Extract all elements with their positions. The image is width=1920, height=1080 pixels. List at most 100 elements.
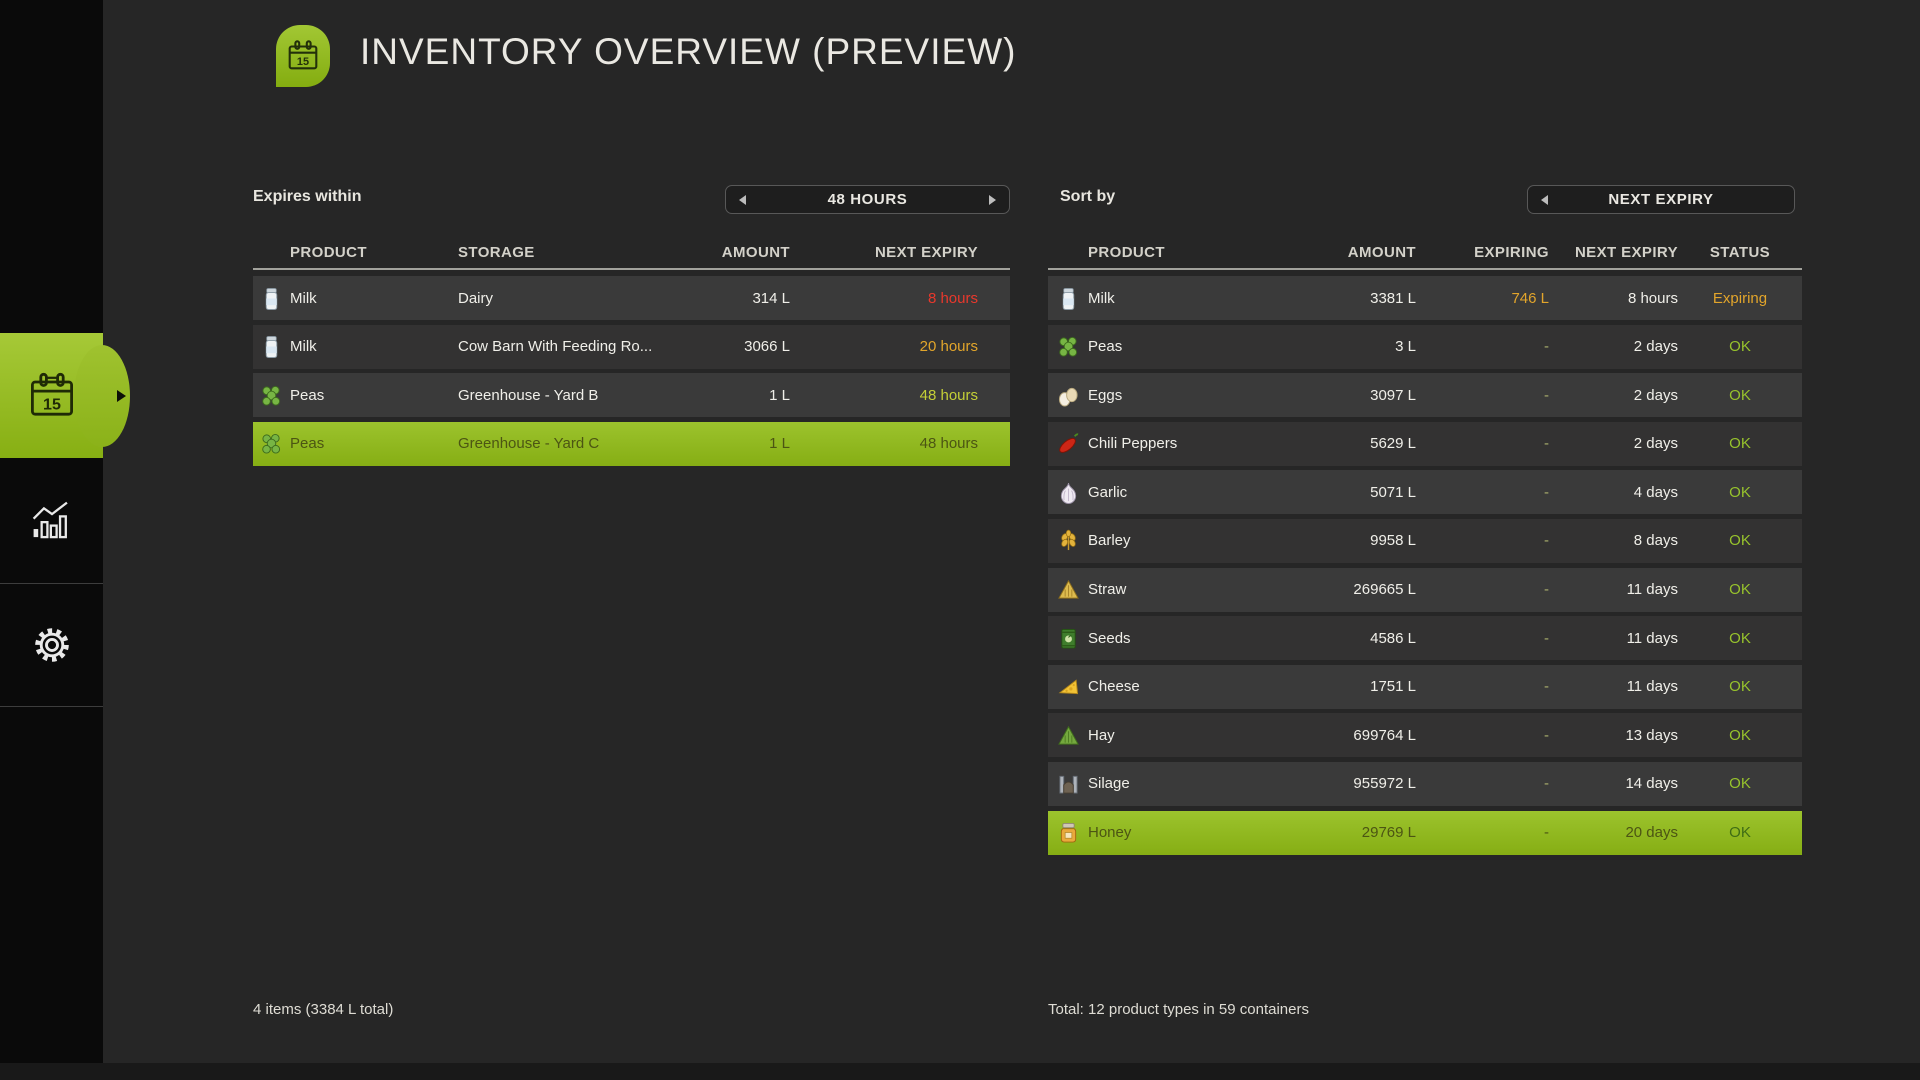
product-name: Cheese bbox=[1088, 678, 1140, 696]
expiring-value: 746 L bbox=[1511, 289, 1549, 307]
peas-icon bbox=[261, 431, 282, 456]
chevron-left-icon[interactable] bbox=[1541, 194, 1548, 205]
col-product: PRODUCT bbox=[1088, 243, 1165, 261]
table-row[interactable]: Hay 699764 L - 13 days OK bbox=[1048, 713, 1802, 758]
sidebar-divider bbox=[0, 583, 103, 584]
amount-value: 314 L bbox=[752, 289, 790, 307]
table-row[interactable]: Straw 269665 L - 11 days OK bbox=[1048, 567, 1802, 612]
next-expiry-value: 11 days bbox=[1626, 678, 1678, 696]
table-row[interactable]: Cheese 1751 L - 11 days OK bbox=[1048, 664, 1802, 709]
table-row[interactable]: Silage 955972 L - 14 days OK bbox=[1048, 761, 1802, 806]
table-row[interactable]: Garlic 5071 L - 4 days OK bbox=[1048, 470, 1802, 515]
amount-value: 5071 L bbox=[1370, 483, 1416, 501]
amount-value: 269665 L bbox=[1353, 581, 1416, 599]
amount-value: 3 L bbox=[1395, 338, 1416, 356]
barley-icon bbox=[1058, 528, 1079, 553]
table-row[interactable]: Peas Greenhouse - Yard C 1 L 48 hours bbox=[253, 421, 1010, 466]
next-expiry-value: 20 hours bbox=[919, 338, 978, 356]
straw-icon bbox=[1057, 577, 1079, 602]
chevron-right-icon[interactable] bbox=[989, 194, 996, 205]
eggs-icon bbox=[1058, 383, 1079, 408]
status-badge: OK bbox=[1729, 532, 1751, 550]
page-title: INVENTORY OVERVIEW (PREVIEW) bbox=[360, 31, 1017, 72]
storage-name: Cow Barn With Feeding Ro... bbox=[458, 338, 653, 356]
product-name: Barley bbox=[1088, 532, 1131, 550]
expiring-value: - bbox=[1544, 435, 1549, 453]
table-header: PRODUCT AMOUNT EXPIRING NEXT EXPIRY STAT… bbox=[1048, 237, 1802, 267]
peas-icon bbox=[261, 383, 282, 408]
sort-by-selector[interactable]: NEXT EXPIRY bbox=[1527, 185, 1795, 214]
status-badge: OK bbox=[1729, 775, 1751, 793]
garlic-icon bbox=[1058, 480, 1079, 505]
sort-by-value: NEXT EXPIRY bbox=[1608, 191, 1714, 208]
expiring-value: - bbox=[1544, 678, 1549, 696]
table-row[interactable]: Seeds 4586 L - 11 days OK bbox=[1048, 616, 1802, 661]
product-name: Straw bbox=[1088, 581, 1127, 599]
product-name: Peas bbox=[1088, 338, 1123, 356]
amount-value: 5629 L bbox=[1370, 435, 1416, 453]
expires-within-selector[interactable]: 48 HOURS bbox=[725, 185, 1010, 214]
next-expiry-value: 8 hours bbox=[927, 289, 978, 307]
chili-icon bbox=[1058, 431, 1079, 456]
active-item-arrow-icon bbox=[117, 389, 126, 402]
status-badge: OK bbox=[1729, 678, 1751, 696]
sidebar-item-statistics[interactable] bbox=[0, 458, 103, 583]
table-row[interactable]: Barley 9958 L - 8 days OK bbox=[1048, 518, 1802, 563]
next-expiry-value: 2 days bbox=[1633, 386, 1678, 404]
expiring-value: - bbox=[1544, 775, 1549, 793]
table-row[interactable]: Chili Peppers 5629 L - 2 days OK bbox=[1048, 421, 1802, 466]
expiring-value: - bbox=[1544, 824, 1549, 842]
amount-value: 3381 L bbox=[1370, 289, 1416, 307]
col-expiring: EXPIRING bbox=[1474, 243, 1549, 261]
amount-value: 1751 L bbox=[1370, 678, 1416, 696]
expiring-items-table: PRODUCT STORAGE AMOUNT NEXT EXPIRY Milk D… bbox=[253, 237, 1010, 466]
seeds-icon bbox=[1058, 626, 1079, 651]
table-row[interactable]: Honey 29769 L - 20 days OK bbox=[1048, 810, 1802, 855]
next-expiry-value: 2 days bbox=[1633, 435, 1678, 453]
honey-icon bbox=[1058, 820, 1079, 845]
silage-icon bbox=[1058, 771, 1079, 796]
col-amount: AMOUNT bbox=[721, 243, 790, 261]
table-row[interactable]: Eggs 3097 L - 2 days OK bbox=[1048, 373, 1802, 418]
gear-icon bbox=[28, 621, 76, 669]
table-row[interactable]: Peas Greenhouse - Yard B 1 L 48 hours bbox=[253, 373, 1010, 418]
next-expiry-value: 8 days bbox=[1633, 532, 1678, 550]
sidebar-item-settings[interactable] bbox=[0, 584, 103, 706]
product-name: Milk bbox=[1088, 289, 1115, 307]
amount-value: 9958 L bbox=[1370, 532, 1416, 550]
table-row[interactable]: Peas 3 L - 2 days OK bbox=[1048, 324, 1802, 369]
amount-value: 955972 L bbox=[1353, 775, 1416, 793]
status-badge: OK bbox=[1729, 483, 1751, 501]
expiring-value: - bbox=[1544, 581, 1549, 599]
next-expiry-value: 11 days bbox=[1626, 629, 1678, 647]
product-name: Garlic bbox=[1088, 483, 1128, 501]
col-storage: STORAGE bbox=[458, 243, 535, 261]
product-name: Hay bbox=[1088, 726, 1115, 744]
storage-name: Greenhouse - Yard C bbox=[458, 435, 600, 453]
svg-text:15: 15 bbox=[297, 56, 309, 68]
table-row[interactable]: Milk Dairy 314 L 8 hours bbox=[253, 276, 1010, 320]
sidebar-divider bbox=[0, 706, 103, 707]
table-row[interactable]: Milk Cow Barn With Feeding Ro... 3066 L 20 … bbox=[253, 324, 1010, 369]
sidebar-item-inventory[interactable]: 15 bbox=[0, 333, 130, 458]
milk-icon bbox=[1058, 286, 1079, 311]
cheese-icon bbox=[1058, 674, 1079, 699]
table-row[interactable]: Milk 3381 L 746 L 8 hours Expiring bbox=[1048, 276, 1802, 320]
expiring-value: - bbox=[1544, 629, 1549, 647]
expiring-value: - bbox=[1544, 483, 1549, 501]
col-next-expiry: NEXT EXPIRY bbox=[874, 243, 978, 261]
next-expiry-value: 8 hours bbox=[1627, 289, 1678, 307]
milk-icon bbox=[261, 334, 282, 359]
product-name: Silage bbox=[1088, 775, 1130, 793]
left-table-summary: 4 items (3384 L total) bbox=[253, 1001, 394, 1018]
next-expiry-value: 11 days bbox=[1626, 581, 1678, 599]
status-badge: OK bbox=[1729, 435, 1751, 453]
storage-name: Dairy bbox=[458, 289, 494, 307]
expiring-value: - bbox=[1544, 386, 1549, 404]
col-product: PRODUCT bbox=[290, 243, 367, 261]
next-expiry-value: 13 days bbox=[1625, 726, 1678, 744]
next-expiry-value: 48 hours bbox=[919, 435, 978, 453]
product-name: Peas bbox=[290, 386, 325, 404]
chevron-left-icon[interactable] bbox=[739, 194, 746, 205]
product-name: Milk bbox=[290, 338, 317, 356]
